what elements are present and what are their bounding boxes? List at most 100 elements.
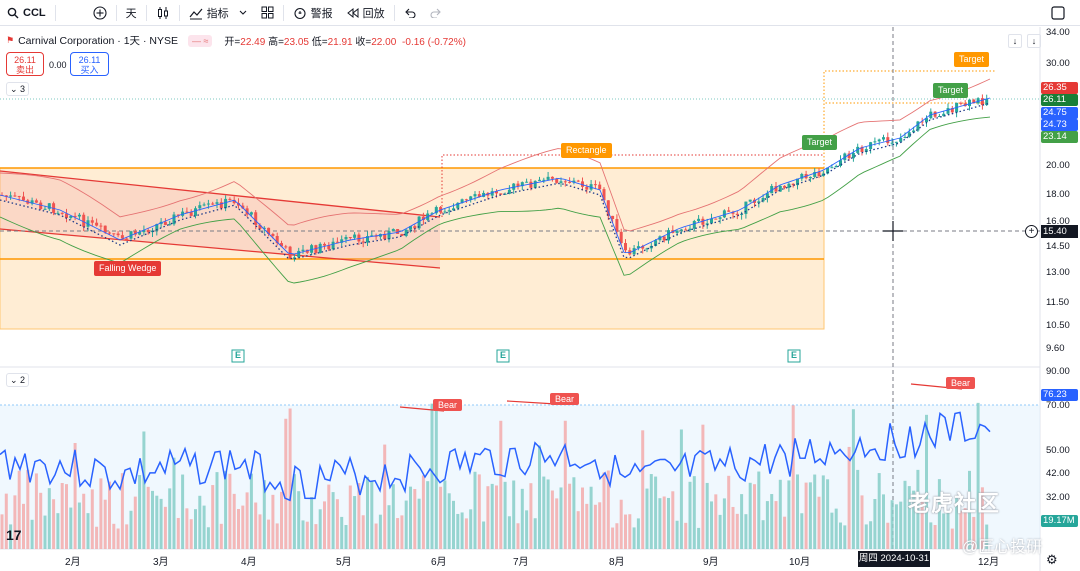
wedge-upper — [0, 170, 441, 218]
indicators-collapse-main[interactable]: ⌄ 3 — [6, 82, 30, 96]
pane-settings-button[interactable]: ↓ — [1008, 34, 1022, 48]
volume-bar — [864, 524, 868, 549]
volume-bar — [116, 528, 120, 549]
volume-bar — [671, 491, 675, 549]
replay-label: 回放 — [362, 7, 385, 20]
sell-button[interactable]: 26.11 卖出 — [6, 52, 44, 76]
candle-body — [340, 239, 344, 243]
settings-gear-icon[interactable]: ⚙ — [1046, 552, 1058, 567]
volume-bar — [17, 470, 21, 549]
buy-button[interactable]: 26.11 买入 — [70, 52, 109, 76]
tradingview-logo[interactable]: 17 — [6, 527, 22, 543]
candle-body — [546, 176, 550, 180]
candle-body — [176, 214, 180, 216]
volume-bar — [920, 494, 924, 549]
volume-bar — [314, 524, 318, 549]
volume-bar — [649, 474, 653, 549]
fullscreen-button[interactable] — [1044, 0, 1072, 26]
volume-bar — [512, 480, 516, 549]
indicators-button[interactable]: 指标 — [182, 0, 254, 26]
earnings-label[interactable]: E — [235, 350, 242, 360]
replay-button[interactable]: 回放 — [340, 0, 392, 26]
volume-bar — [774, 501, 778, 549]
candle-body — [959, 102, 963, 104]
candle-body — [662, 236, 666, 241]
symbol-name[interactable]: Carnival Corporation · 1天 · NYSE — [18, 35, 178, 47]
toolbar-divider — [115, 4, 117, 21]
alerts-button[interactable]: 警报 — [286, 0, 340, 26]
volume-bar — [826, 479, 830, 549]
volume-bar — [228, 473, 232, 549]
volume-bar — [232, 493, 236, 549]
candle-body — [211, 203, 215, 205]
target-label-2[interactable]: Target — [954, 52, 990, 67]
target-label-3[interactable]: Target — [933, 83, 969, 98]
falling-wedge-fill — [0, 171, 440, 268]
scroll-down-button[interactable]: ↓ — [1027, 34, 1041, 48]
candle-body — [533, 180, 537, 188]
volume-bar — [280, 491, 283, 549]
candle-body — [714, 218, 718, 220]
volume-bar — [421, 475, 425, 549]
compare-button[interactable] — [86, 0, 114, 26]
volume-bar — [151, 490, 154, 549]
candle-body — [284, 246, 288, 248]
chart-legend: ⚑ Carnival Corporation · 1天 · NYSE — ≈ 开… — [6, 33, 466, 48]
volume-bar — [813, 474, 817, 549]
volume-bar — [894, 504, 898, 549]
volume-bar — [654, 476, 658, 549]
volume-bar — [847, 446, 851, 549]
volume-bar — [318, 509, 322, 549]
candle-body — [163, 221, 167, 225]
candle-body — [791, 183, 795, 186]
volume-bar — [249, 473, 253, 549]
volume-bar — [770, 494, 774, 549]
bear-label-2[interactable]: Bear — [550, 393, 580, 405]
candle-body — [851, 152, 855, 159]
candle-body — [619, 231, 623, 244]
volume-bar — [606, 470, 610, 549]
candle-body — [787, 183, 791, 188]
volume-bar — [692, 476, 696, 549]
bear-label-3[interactable]: Bear — [946, 377, 976, 389]
interval-button[interactable]: 天 — [125, 7, 137, 20]
volume-bar — [353, 496, 357, 549]
candle-body — [314, 245, 318, 253]
target-label-1[interactable]: Target — [802, 135, 838, 150]
candle-body — [529, 181, 533, 188]
rectangle-label[interactable]: Rectangle — [561, 143, 612, 158]
redo-button[interactable] — [423, 0, 449, 26]
price-label: 26.11 — [1041, 94, 1078, 106]
symbol-search-button[interactable]: CCL — [0, 0, 53, 26]
volume-bar — [30, 519, 34, 549]
volume-bar — [718, 514, 722, 549]
candle-body — [344, 237, 348, 240]
volume-bar — [327, 484, 331, 549]
candle-body — [142, 230, 146, 233]
indicators-collapse-sub[interactable]: ⌄ 2 — [6, 373, 30, 387]
volume-bar — [211, 485, 215, 549]
bear-label-1[interactable]: Bear — [433, 399, 463, 411]
candle-body — [563, 181, 567, 183]
candle-body — [598, 184, 602, 190]
earnings-label[interactable]: E — [791, 350, 798, 360]
volume-bar — [82, 493, 86, 549]
candle-body — [292, 257, 296, 259]
volume-bar — [9, 524, 13, 549]
layouts-button[interactable] — [254, 0, 281, 26]
candle-body — [774, 186, 778, 192]
chart-type-button[interactable] — [149, 0, 177, 26]
search-icon — [7, 7, 19, 18]
pill-badge[interactable]: — ≈ — [187, 34, 213, 47]
volume-bar — [284, 418, 288, 549]
volume-bar — [722, 498, 726, 549]
earnings-label[interactable]: E — [500, 350, 507, 360]
undo-button[interactable] — [397, 0, 423, 26]
add-alert-plus-icon[interactable]: + — [1025, 225, 1038, 238]
volume-bar — [942, 513, 946, 549]
volume-bar — [99, 478, 103, 549]
rectangle-zone — [0, 167, 825, 330]
price-label: 24.75 — [1041, 107, 1078, 119]
falling-wedge-label[interactable]: Falling Wedge — [94, 261, 162, 276]
